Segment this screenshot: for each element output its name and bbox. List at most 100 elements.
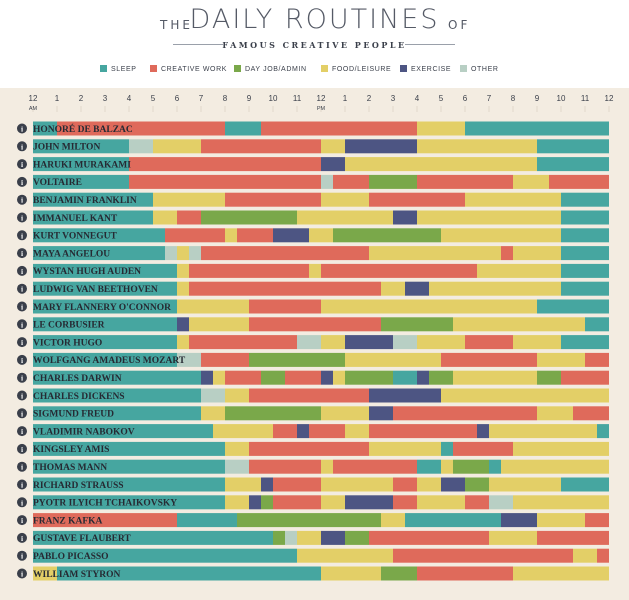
tick-label-7: 7 bbox=[199, 94, 204, 103]
bar-segment-7-3 bbox=[225, 228, 237, 243]
bar-segment-3-2 bbox=[129, 157, 321, 172]
bar-segment-13-8 bbox=[417, 335, 465, 350]
bar-segment-13-6 bbox=[345, 335, 393, 350]
tick-label-20: 8 bbox=[511, 94, 516, 103]
bar-segment-18-9 bbox=[489, 424, 597, 439]
bar-segment-11-1 bbox=[33, 299, 177, 314]
legend-swatch-sleep bbox=[100, 64, 107, 72]
info-icon bbox=[17, 461, 27, 472]
bar-segment-15-8 bbox=[333, 370, 345, 385]
bar-segment-16-2 bbox=[201, 388, 225, 403]
bar-segment-14-8 bbox=[585, 352, 609, 367]
bar-segment-8-7 bbox=[501, 246, 513, 261]
bar-segment-21-11 bbox=[561, 477, 609, 492]
info-icon-glyph: i bbox=[21, 445, 23, 454]
bar-segment-12-6 bbox=[453, 317, 585, 332]
bar-segment-17-2 bbox=[201, 406, 225, 421]
bar-segment-26-4 bbox=[381, 566, 417, 581]
tick-label-13: 1 bbox=[343, 94, 348, 103]
title-of: OF bbox=[448, 18, 471, 32]
bar-segment-26-6 bbox=[513, 566, 609, 581]
bar-segment-2-7 bbox=[417, 139, 537, 154]
bar-segment-13-7 bbox=[393, 335, 417, 350]
info-icon bbox=[17, 408, 27, 419]
info-icon-glyph: i bbox=[21, 231, 23, 240]
bar-segment-15-12 bbox=[429, 370, 453, 385]
bar-segment-14-5 bbox=[345, 352, 441, 367]
title-the: THE bbox=[160, 18, 193, 32]
info-icon bbox=[17, 319, 27, 330]
bar-segment-22-1 bbox=[33, 495, 225, 510]
bar-segment-11-4 bbox=[321, 299, 537, 314]
bar-segment-20-3 bbox=[249, 459, 321, 474]
bar-segment-9-3 bbox=[189, 263, 309, 278]
info-icon bbox=[17, 390, 27, 401]
bar-segment-7-7 bbox=[333, 228, 441, 243]
bar-segment-15-11 bbox=[417, 370, 429, 385]
bar-segment-20-2 bbox=[225, 459, 249, 474]
bar-segment-15-9 bbox=[345, 370, 393, 385]
bar-segment-10-4 bbox=[381, 281, 405, 296]
bar-segment-26-3 bbox=[321, 566, 381, 581]
info-icon bbox=[17, 479, 27, 490]
person-name-26: WILLIAM STYRON bbox=[33, 570, 120, 580]
bar-segment-3-3 bbox=[321, 157, 345, 172]
info-icon bbox=[17, 123, 27, 134]
bar-segment-1-3 bbox=[225, 121, 261, 136]
person-name-21: RICHARD STRAUSS bbox=[33, 481, 124, 491]
bar-segment-26-2 bbox=[57, 566, 321, 581]
bar-segment-12-4 bbox=[249, 317, 381, 332]
bar-segment-6-8 bbox=[561, 210, 609, 225]
bar-segment-23-1 bbox=[33, 513, 177, 528]
legend-label-food: FOOD/LEISURE bbox=[332, 66, 392, 73]
bar-segment-23-5 bbox=[405, 513, 501, 528]
info-icon-glyph: i bbox=[21, 392, 23, 401]
info-icon bbox=[17, 176, 27, 187]
info-icon-glyph: i bbox=[21, 320, 23, 329]
bar-segment-6-5 bbox=[297, 210, 393, 225]
tick-label-10: 10 bbox=[269, 94, 278, 103]
bar-segment-21-10 bbox=[489, 477, 561, 492]
bar-segment-24-1 bbox=[33, 530, 273, 545]
person-name-16: CHARLES DICKENS bbox=[33, 392, 125, 402]
bar-segment-10-1 bbox=[33, 281, 177, 296]
bar-segment-16-1 bbox=[33, 388, 201, 403]
bar-segment-7-9 bbox=[561, 228, 609, 243]
bar-segment-4-8 bbox=[549, 174, 609, 189]
bar-segment-21-8 bbox=[441, 477, 465, 492]
info-icon bbox=[17, 568, 27, 579]
bar-segment-7-6 bbox=[309, 228, 333, 243]
bar-segment-8-5 bbox=[201, 246, 369, 261]
bar-segment-23-8 bbox=[585, 513, 609, 528]
legend-swatch-day-job bbox=[234, 64, 241, 72]
tick-label-19: 7 bbox=[487, 94, 492, 103]
info-icon bbox=[17, 426, 27, 437]
tick-label-12: 12 bbox=[317, 94, 326, 103]
info-icon bbox=[17, 283, 27, 294]
info-icon bbox=[17, 354, 27, 365]
bar-segment-21-6 bbox=[393, 477, 417, 492]
person-name-7: KURT VONNEGUT bbox=[33, 232, 118, 242]
bar-segment-13-4 bbox=[297, 335, 321, 350]
bar-segment-2-4 bbox=[201, 139, 321, 154]
tick-label-22: 10 bbox=[557, 94, 566, 103]
info-icon bbox=[17, 532, 27, 543]
bar-segment-22-9 bbox=[417, 495, 465, 510]
legend-swatch-other bbox=[460, 64, 467, 72]
bar-segment-2-1 bbox=[33, 139, 129, 154]
bar-segment-12-2 bbox=[177, 317, 189, 332]
bar-segment-12-7 bbox=[585, 317, 609, 332]
tick-label-11: 11 bbox=[293, 94, 302, 103]
info-icon-glyph: i bbox=[21, 570, 23, 579]
bar-segment-21-2 bbox=[225, 477, 261, 492]
bar-segment-10-3 bbox=[189, 281, 381, 296]
bar-segment-23-6 bbox=[501, 513, 537, 528]
legend-label-exercise: EXERCISE bbox=[411, 66, 452, 73]
info-icon bbox=[17, 159, 27, 170]
bar-segment-3-4 bbox=[345, 157, 537, 172]
legend-item-food: FOOD/LEISURE bbox=[321, 64, 391, 76]
bar-segment-8-2 bbox=[165, 246, 177, 261]
bar-segment-9-7 bbox=[561, 263, 609, 278]
info-icon-glyph: i bbox=[21, 125, 23, 134]
